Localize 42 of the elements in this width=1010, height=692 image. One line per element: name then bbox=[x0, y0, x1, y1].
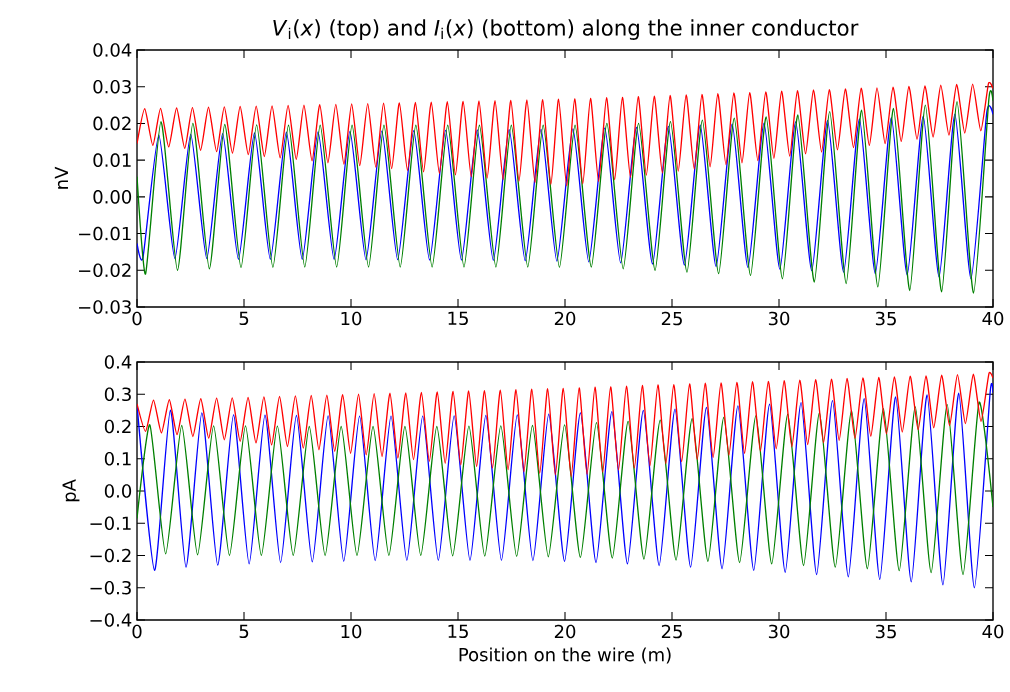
chart-title: V$_{i}$(x) (top) and I$_{i}$(x) (bottom) along the inner conductor bbox=[273, 19, 859, 40]
y-tick-label: −0.1 bbox=[90, 516, 131, 531]
x-tick-label: 10 bbox=[341, 311, 362, 326]
y-tick-label: 0.4 bbox=[104, 355, 132, 369]
x-tick-label: 0 bbox=[132, 624, 142, 639]
x-tick-label: 40 bbox=[982, 311, 1004, 326]
y-tick-label: 0.0 bbox=[104, 484, 132, 498]
y-tick-label: −0.03 bbox=[79, 300, 131, 314]
x-tick-label: 10 bbox=[341, 624, 362, 639]
line-series bbox=[137, 372, 993, 478]
x-tick-label: 35 bbox=[875, 624, 896, 639]
y-tick-label: −0.02 bbox=[79, 263, 131, 278]
y-axis-title: nV bbox=[54, 166, 68, 189]
x-tick-label: 5 bbox=[239, 311, 249, 326]
y-tick-label: −0.2 bbox=[90, 548, 131, 563]
x-tick-label: 0 bbox=[132, 311, 142, 326]
x-tick-label: 30 bbox=[768, 624, 790, 639]
x-tick-label: 20 bbox=[554, 624, 576, 639]
y-tick-label: 0.02 bbox=[93, 116, 131, 131]
x-tick-label: 35 bbox=[875, 311, 896, 326]
x-axis-title: Position on the wire (m) bbox=[459, 647, 671, 664]
y-tick-label: −0.01 bbox=[79, 226, 131, 241]
y-tick-label: −0.4 bbox=[90, 613, 132, 627]
x-tick-label: 15 bbox=[448, 624, 468, 639]
x-tick-label: 30 bbox=[768, 311, 790, 326]
y-tick-label: 0.01 bbox=[93, 153, 131, 167]
y-tick-label: 0.04 bbox=[93, 43, 132, 57]
x-tick-label: 15 bbox=[448, 311, 468, 326]
y-tick-label: −0.3 bbox=[90, 580, 131, 595]
line-series bbox=[137, 82, 993, 187]
y-tick-label: 0.3 bbox=[104, 387, 131, 402]
x-tick-label: 25 bbox=[661, 311, 682, 326]
y-tick-label: 0.1 bbox=[104, 451, 131, 466]
x-tick-label: 20 bbox=[554, 311, 576, 326]
y-tick-label: 0.03 bbox=[93, 79, 131, 94]
y-axis-title: pA bbox=[62, 479, 80, 502]
y-tick-label: 0.00 bbox=[93, 190, 132, 204]
x-tick-label: 40 bbox=[982, 624, 1004, 639]
x-tick-label: 25 bbox=[661, 624, 682, 639]
x-tick-label: 5 bbox=[239, 624, 249, 639]
line-series bbox=[137, 401, 993, 576]
y-tick-label: 0.2 bbox=[104, 419, 131, 434]
